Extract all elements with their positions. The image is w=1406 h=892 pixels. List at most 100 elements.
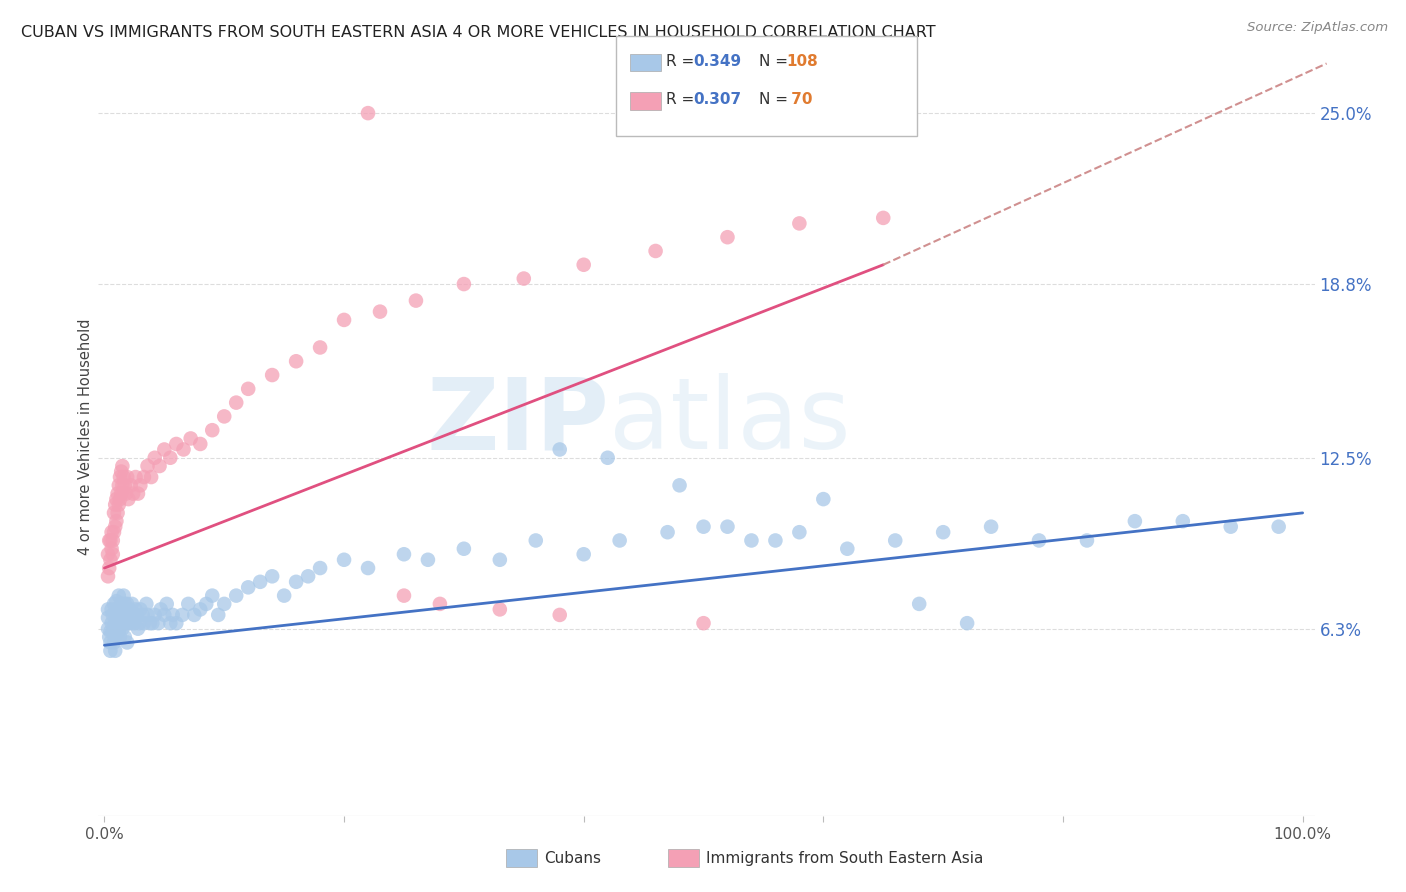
Point bbox=[956, 616, 979, 631]
Point bbox=[132, 607, 155, 622]
Point bbox=[139, 470, 162, 484]
Point bbox=[309, 341, 332, 355]
Point bbox=[103, 635, 125, 649]
Point bbox=[548, 607, 571, 622]
Point bbox=[548, 442, 571, 457]
Point bbox=[111, 458, 134, 473]
Text: N =: N = bbox=[759, 54, 793, 69]
Point bbox=[112, 589, 135, 603]
Point bbox=[1219, 519, 1241, 533]
Text: R =: R = bbox=[666, 54, 700, 69]
Point bbox=[115, 607, 138, 622]
Point bbox=[1171, 514, 1194, 528]
Point bbox=[110, 486, 132, 500]
Point bbox=[98, 533, 121, 548]
Point bbox=[112, 470, 135, 484]
Point bbox=[297, 569, 319, 583]
Point bbox=[107, 486, 129, 500]
Text: Source: ZipAtlas.com: Source: ZipAtlas.com bbox=[1247, 21, 1388, 35]
Point bbox=[141, 616, 163, 631]
Text: 108: 108 bbox=[786, 54, 818, 69]
Point bbox=[357, 561, 380, 575]
Point bbox=[153, 442, 176, 457]
Point bbox=[188, 437, 211, 451]
Point bbox=[201, 423, 224, 437]
Point bbox=[453, 541, 475, 556]
Point bbox=[111, 602, 134, 616]
Point bbox=[572, 547, 595, 561]
Point bbox=[105, 594, 128, 608]
Point bbox=[668, 478, 690, 492]
Point bbox=[212, 409, 235, 424]
Point bbox=[97, 602, 120, 616]
Point bbox=[692, 616, 714, 631]
Point bbox=[110, 465, 132, 479]
Point bbox=[98, 630, 121, 644]
Point bbox=[139, 616, 162, 631]
Point bbox=[108, 470, 131, 484]
Point bbox=[837, 541, 859, 556]
Y-axis label: 4 or more Vehicles in Household: 4 or more Vehicles in Household bbox=[77, 318, 93, 556]
Point bbox=[262, 368, 284, 382]
Point bbox=[572, 258, 595, 272]
Point bbox=[716, 519, 738, 533]
Point bbox=[153, 607, 176, 622]
Point bbox=[115, 486, 138, 500]
Point bbox=[148, 458, 170, 473]
Point bbox=[765, 533, 787, 548]
Point bbox=[225, 395, 247, 409]
Text: 0.349: 0.349 bbox=[693, 54, 741, 69]
Point bbox=[644, 244, 666, 258]
Point bbox=[103, 597, 125, 611]
Point bbox=[97, 622, 120, 636]
Point bbox=[429, 597, 451, 611]
Point bbox=[97, 569, 120, 583]
Point bbox=[285, 354, 308, 368]
Point bbox=[100, 553, 122, 567]
Point bbox=[114, 478, 136, 492]
Point bbox=[357, 106, 380, 120]
Text: ZIP: ZIP bbox=[426, 374, 609, 470]
Text: 70: 70 bbox=[786, 93, 813, 107]
Point bbox=[333, 313, 356, 327]
Point bbox=[105, 607, 128, 622]
Point bbox=[104, 519, 127, 533]
Point bbox=[813, 492, 835, 507]
Point bbox=[368, 304, 391, 318]
Point bbox=[1267, 519, 1289, 533]
Point bbox=[100, 541, 122, 556]
Point bbox=[1076, 533, 1098, 548]
Point bbox=[238, 382, 260, 396]
Point bbox=[107, 506, 129, 520]
Point bbox=[124, 470, 146, 484]
Point bbox=[120, 616, 142, 631]
Point bbox=[416, 553, 439, 567]
Point bbox=[162, 607, 184, 622]
Text: atlas: atlas bbox=[609, 374, 851, 470]
Point bbox=[392, 547, 415, 561]
Point bbox=[115, 597, 138, 611]
Text: Cubans: Cubans bbox=[544, 851, 602, 865]
Point bbox=[136, 607, 159, 622]
Point bbox=[115, 635, 138, 649]
Point bbox=[657, 525, 679, 540]
Point bbox=[309, 561, 332, 575]
Point bbox=[111, 622, 134, 636]
Text: R =: R = bbox=[666, 93, 700, 107]
Point bbox=[110, 616, 132, 631]
Point bbox=[207, 607, 229, 622]
Point bbox=[177, 597, 200, 611]
Point bbox=[100, 644, 122, 658]
Point bbox=[129, 602, 152, 616]
Point bbox=[149, 602, 172, 616]
Point bbox=[110, 597, 132, 611]
Point bbox=[136, 458, 159, 473]
Point bbox=[262, 569, 284, 583]
Point bbox=[789, 525, 811, 540]
Point bbox=[103, 506, 125, 520]
Point bbox=[124, 616, 146, 631]
Point bbox=[129, 478, 152, 492]
Point bbox=[249, 574, 271, 589]
Point bbox=[101, 547, 124, 561]
Point bbox=[107, 498, 129, 512]
